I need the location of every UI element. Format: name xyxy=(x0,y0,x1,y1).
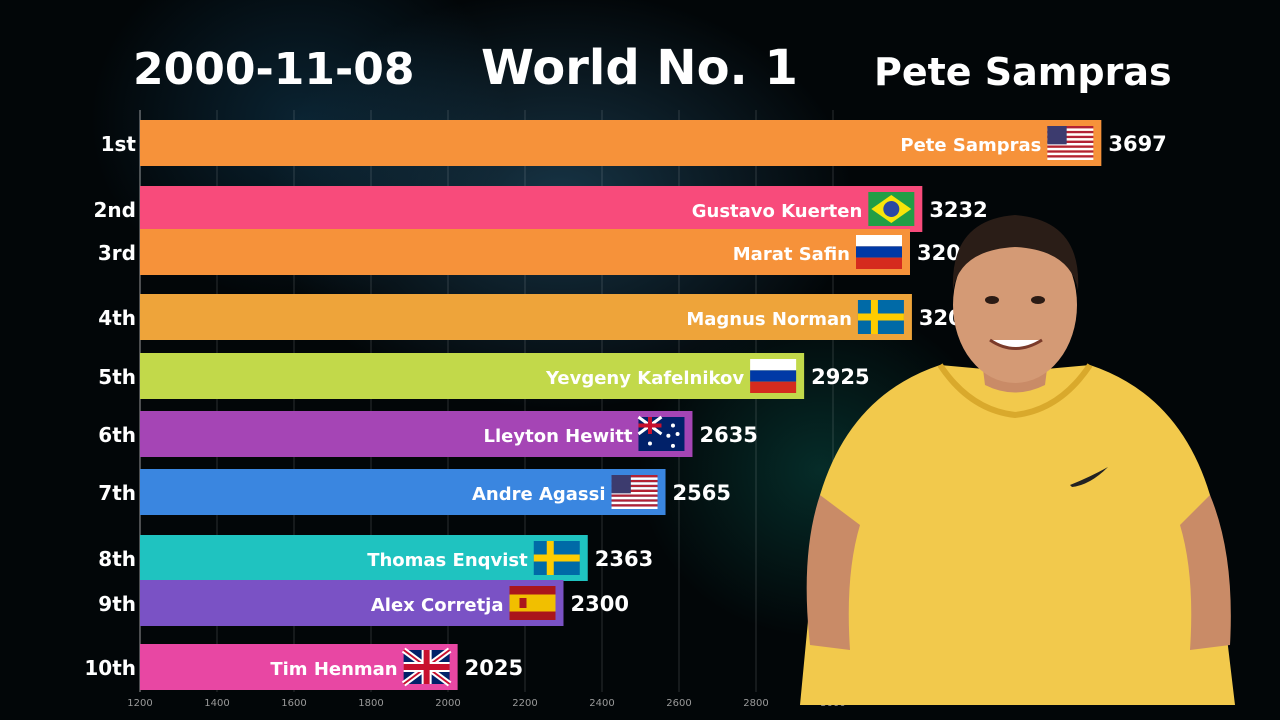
value-label: 2635 xyxy=(699,423,757,447)
russia-flag-icon xyxy=(856,235,902,269)
date-label: 2000-11-08 xyxy=(133,44,415,95)
x-tick-label: 2400 xyxy=(589,698,614,709)
bar xyxy=(140,294,912,340)
leader-name: Pete Sampras xyxy=(874,50,1172,94)
value-label: 2363 xyxy=(595,547,653,571)
value-label: 3232 xyxy=(929,198,987,222)
rank-label: 2nd xyxy=(94,198,136,222)
player-name-label: Marat Safin xyxy=(733,244,850,265)
rank-label: 10th xyxy=(84,656,136,680)
bar xyxy=(140,469,666,515)
player-name-label: Tim Henman xyxy=(270,659,397,680)
bar xyxy=(140,120,1102,166)
player-name-label: Yevgeny Kafelnikov xyxy=(545,368,744,389)
rank-label: 1st xyxy=(101,132,137,156)
x-tick-label: 2000 xyxy=(435,698,460,709)
rank-label: 3rd xyxy=(98,241,136,265)
chart-title: World No. 1 xyxy=(481,40,798,96)
rank-label: 6th xyxy=(98,423,136,447)
bar xyxy=(140,229,910,275)
x-tick-label: 1800 xyxy=(358,698,383,709)
bar xyxy=(140,353,805,399)
sweden-flag-icon xyxy=(533,541,580,575)
bar xyxy=(140,535,588,581)
spain-flag-icon xyxy=(509,586,556,620)
brazil-flag-icon xyxy=(868,192,915,226)
bar xyxy=(140,580,564,626)
player-name-label: Gustavo Kuerten xyxy=(692,201,863,222)
player-name-label: Pete Sampras xyxy=(900,135,1041,156)
usa-flag-icon xyxy=(1047,126,1094,160)
australia-flag-icon xyxy=(637,415,685,451)
value-label: 2565 xyxy=(673,481,731,505)
russia-flag-icon xyxy=(750,359,797,393)
player-name-label: Alex Corretja xyxy=(371,595,504,616)
player-name-label: Magnus Norman xyxy=(686,309,852,330)
uk-flag-icon xyxy=(401,647,452,687)
rank-label: 5th xyxy=(98,365,136,389)
x-tick-label: 2800 xyxy=(743,698,768,709)
x-tick-label: 1400 xyxy=(204,698,229,709)
bar xyxy=(140,186,923,232)
player-name-label: Andre Agassi xyxy=(472,484,606,505)
rank-label: 9th xyxy=(98,592,136,616)
sweden-flag-icon xyxy=(857,300,904,334)
x-tick-label: 2600 xyxy=(666,698,691,709)
value-label: 3697 xyxy=(1108,132,1166,156)
player-name-label: Lleyton Hewitt xyxy=(484,426,633,447)
x-tick-label: 1200 xyxy=(127,698,152,709)
value-label: 2300 xyxy=(571,592,629,616)
x-tick-label: 2200 xyxy=(512,698,537,709)
player-photo-icon xyxy=(800,215,1235,705)
x-tick-label: 1600 xyxy=(281,698,306,709)
bar xyxy=(140,411,693,457)
value-label: 2925 xyxy=(811,365,869,389)
rank-label: 4th xyxy=(98,306,136,330)
rank-label: 7th xyxy=(98,481,136,505)
usa-flag-icon xyxy=(611,475,658,509)
player-name-label: Thomas Enqvist xyxy=(367,550,528,571)
rank-label: 8th xyxy=(98,547,136,571)
value-label: 2025 xyxy=(465,656,523,680)
